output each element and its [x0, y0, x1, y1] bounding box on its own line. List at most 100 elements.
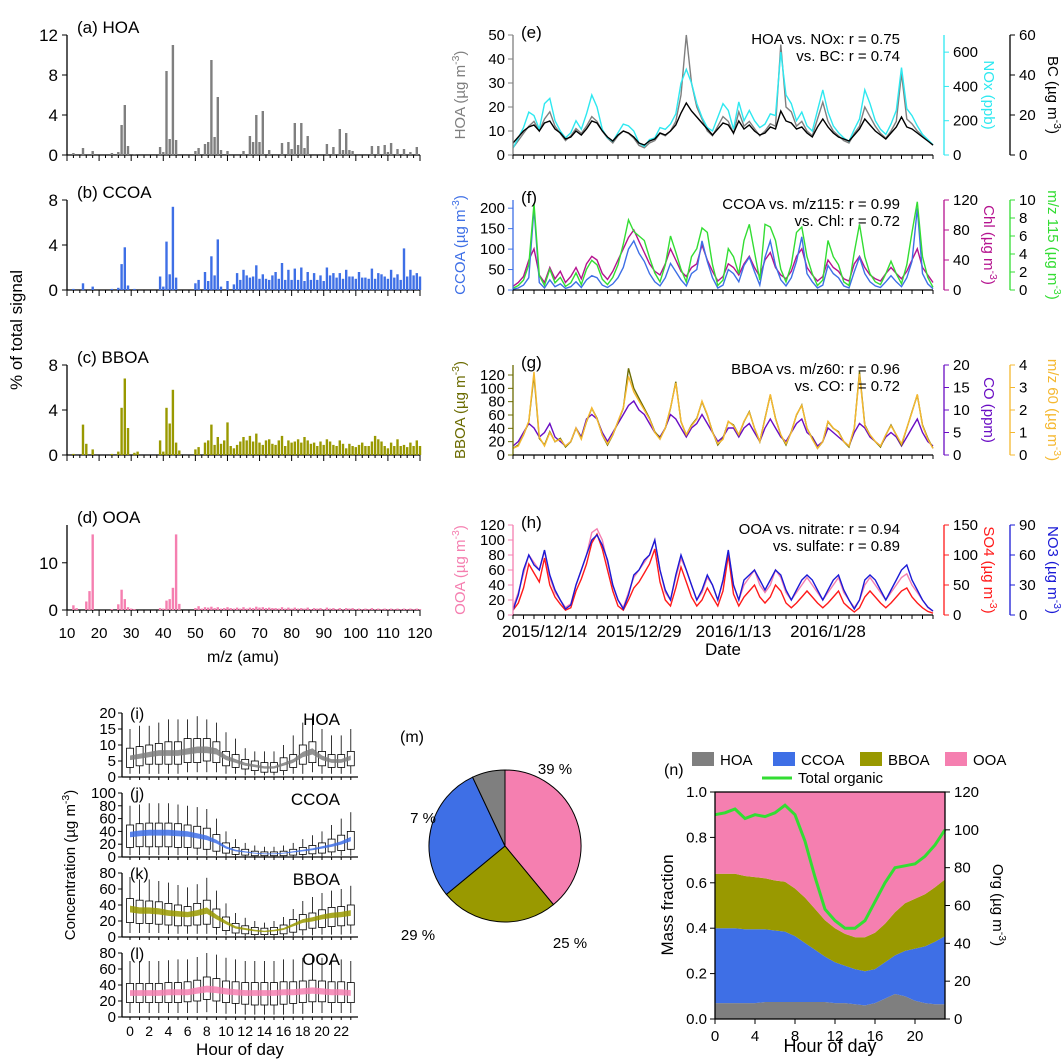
y-tick-label: 6: [1019, 228, 1027, 245]
area-band: [715, 994, 945, 1019]
bar: [316, 279, 319, 290]
y-tick-label: 100: [480, 532, 505, 549]
bar: [399, 279, 402, 290]
bar: [389, 143, 393, 155]
bar: [402, 444, 406, 455]
bar: [364, 277, 367, 290]
panel-label: (c) BBOA: [77, 348, 149, 367]
y-tick-label: 20: [1019, 107, 1036, 124]
bar: [133, 154, 136, 155]
bar: [415, 273, 418, 290]
bar: [312, 442, 316, 455]
area-band: [715, 873, 945, 972]
bar: [235, 444, 239, 455]
y-axis-title: NOx (ppb): [980, 60, 997, 129]
bar: [361, 277, 364, 290]
series-line: [512, 52, 934, 149]
bar: [261, 274, 264, 291]
y-tick-label: 30: [1019, 577, 1036, 594]
y-tick-label: 0: [953, 282, 961, 299]
bar: [415, 147, 418, 155]
y-tick-label: 80: [488, 547, 505, 564]
bar: [268, 439, 271, 456]
bar: [409, 608, 412, 610]
y-axis-title: HOA (µg m-3): [450, 51, 469, 140]
bar: [210, 60, 213, 155]
bar: [213, 608, 216, 610]
bar: [120, 407, 123, 456]
bar: [88, 591, 91, 610]
bar: [268, 607, 271, 610]
bar: [412, 609, 415, 610]
bar: [133, 609, 136, 610]
panel-label: (h): [521, 513, 542, 532]
y-axis-title: SO4 (µg m-3): [980, 526, 999, 613]
bar: [271, 608, 274, 610]
bar: [207, 440, 210, 455]
y-tick-label: 0: [108, 849, 116, 866]
y-tick-label: 0: [953, 147, 961, 164]
y-tick-label: 10: [39, 554, 58, 573]
y-tick-label: 0: [1019, 607, 1027, 624]
bar: [85, 601, 88, 610]
bar: [328, 608, 332, 610]
bar: [361, 609, 364, 610]
bar: [303, 281, 306, 290]
y-axis-title: BC (µg m-3): [1044, 56, 1063, 134]
bar: [277, 608, 280, 610]
bar: [162, 286, 165, 290]
bar: [345, 269, 348, 291]
x-tick-label: 18: [295, 1023, 311, 1039]
x-tick-label: 16: [867, 1028, 884, 1045]
series-line: [512, 532, 934, 614]
bar: [380, 274, 383, 291]
bar: [332, 608, 335, 610]
bar: [245, 275, 248, 290]
panel-label: (n): [664, 762, 684, 779]
bar: [322, 609, 325, 610]
y-axis-title: Mass fraction: [658, 854, 677, 955]
area-band: [715, 792, 945, 938]
bar: [216, 607, 219, 610]
bar: [290, 608, 293, 610]
bar: [274, 272, 277, 290]
bar: [110, 609, 114, 610]
y-tick-label: 80: [99, 798, 116, 815]
y-tick-label: 60: [99, 961, 116, 978]
y-tick-label: 0: [1019, 282, 1027, 299]
bar: [264, 608, 268, 610]
bar: [255, 265, 258, 291]
bar: [123, 247, 126, 291]
panel-label: (m): [400, 729, 424, 746]
bar: [389, 608, 393, 610]
y-tick-label: 4: [1019, 246, 1027, 263]
bar: [81, 424, 85, 455]
bar: [168, 423, 171, 455]
x-tick-label: 14: [257, 1023, 273, 1039]
y-tick-label: 60: [1019, 547, 1036, 564]
annotation: vs. CO: r = 0.72: [795, 378, 900, 395]
y-tick-label: 0.2: [686, 966, 707, 983]
y-tick-label: 30: [488, 75, 505, 92]
bar: [296, 145, 300, 155]
y-tick-label: 40: [1019, 67, 1036, 84]
bar: [338, 440, 341, 455]
bar: [126, 428, 130, 455]
bar: [271, 275, 274, 290]
slice-label: 7 %: [410, 810, 436, 827]
annotation: vs. Chl: r = 0.72: [795, 213, 900, 230]
bar: [293, 607, 296, 610]
bar: [162, 451, 165, 455]
panel-label: (f): [521, 188, 537, 207]
y-tick-label: 0: [49, 281, 58, 300]
y-tick-label: 0: [49, 446, 58, 465]
y-tick-label: 5: [108, 753, 116, 770]
bar: [345, 448, 348, 456]
y-tick-label: 80: [488, 394, 505, 411]
x-tick-label: 12: [237, 1023, 253, 1039]
bar: [354, 609, 357, 610]
bar: [274, 444, 277, 455]
bar: [367, 609, 370, 610]
bar: [162, 608, 165, 610]
y-tick-label: 120: [480, 517, 505, 534]
